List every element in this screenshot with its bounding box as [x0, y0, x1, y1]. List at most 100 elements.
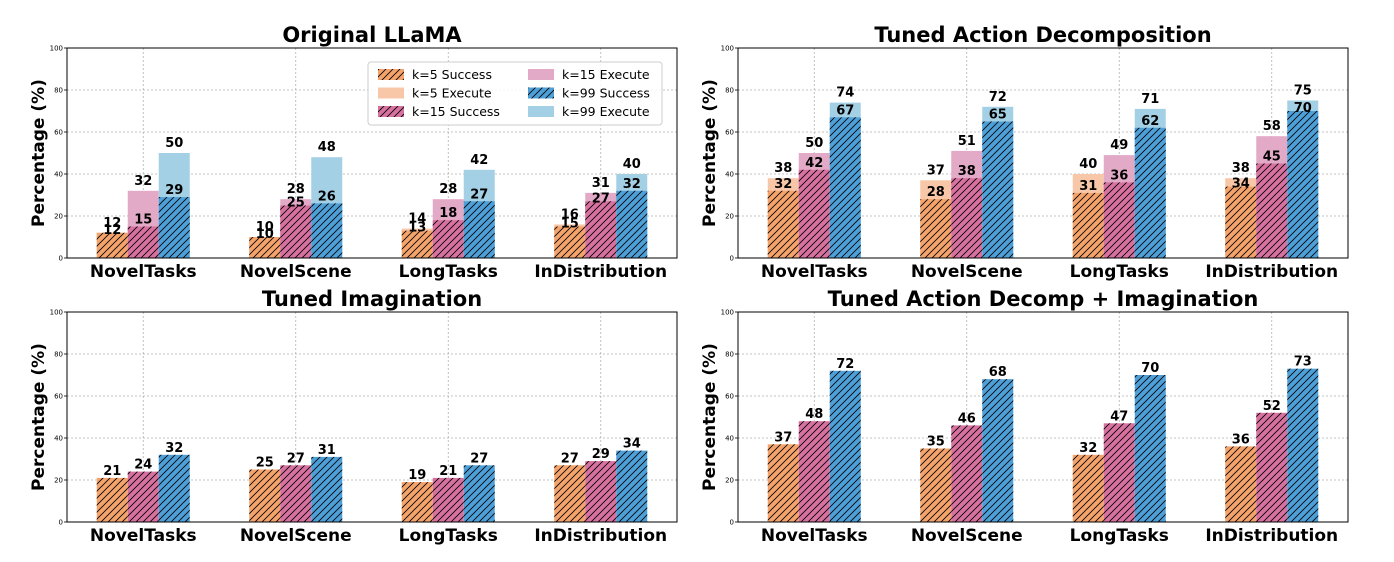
- x-tick-label: NovelTasks: [90, 262, 197, 282]
- x-tick-label: InDistribution: [534, 526, 667, 546]
- data-label-success: 73: [1294, 355, 1312, 370]
- plot-frame: [66, 47, 678, 259]
- data-label-success: 72: [836, 357, 854, 372]
- bar-k=5-success-hatch: [767, 190, 799, 258]
- data-label-success: 68: [989, 365, 1007, 380]
- data-label-execute: 74: [836, 86, 854, 101]
- y-axis-label: Percentage (%): [29, 79, 49, 227]
- bar-k=99-success-hatch: [982, 379, 1014, 522]
- x-tick-label: NovelTasks: [761, 262, 868, 282]
- bar-k=5-success-hatch: [920, 199, 952, 258]
- y-tick-label: 60: [54, 393, 63, 401]
- data-label-success: 67: [836, 103, 854, 118]
- bar-k=15-success-hatch: [1256, 163, 1288, 258]
- data-label-success: 45: [1263, 150, 1281, 165]
- chart-title: Tuned Action Decomp + Imagination: [828, 287, 1259, 311]
- bar-k=5-success-hatch: [920, 448, 952, 522]
- data-label-execute: 32: [134, 174, 152, 189]
- bar-k=5-success-hatch: [401, 482, 433, 522]
- y-tick-label: 100: [50, 45, 63, 53]
- plot-frame: [737, 311, 1349, 523]
- data-label-success: 31: [318, 443, 336, 458]
- bar-k=99-success-hatch: [829, 370, 861, 522]
- data-label-success: 32: [165, 441, 183, 456]
- y-tick-label: 100: [721, 45, 734, 53]
- chart-title: Original LLaMA: [282, 23, 462, 47]
- bar-k=15-success-hatch: [951, 425, 983, 522]
- bar-k=15-success-hatch: [280, 465, 312, 522]
- y-tick-label: 100: [50, 309, 63, 317]
- bar-k=5-success-hatch: [96, 232, 128, 258]
- data-label-success: 70: [1141, 361, 1159, 376]
- data-label-execute: 12: [103, 216, 121, 231]
- bar-k=99-success-hatch: [1287, 111, 1319, 258]
- bar-k=5-success-hatch: [1225, 186, 1257, 258]
- data-label-success: 18: [439, 206, 457, 221]
- x-tick-label: LongTasks: [399, 526, 498, 546]
- legend-swatch-hatch: [378, 106, 404, 117]
- x-tick-label: NovelScene: [240, 262, 352, 282]
- legend-entry-label: k=99 Execute: [562, 104, 650, 119]
- y-axis-label: Percentage (%): [700, 79, 720, 227]
- data-label-execute: 42: [470, 153, 488, 168]
- y-tick-label: 0: [59, 255, 63, 263]
- data-label-execute: 14: [408, 212, 426, 227]
- data-label-execute: 28: [439, 182, 457, 197]
- plot-frame: [737, 47, 1349, 259]
- y-tick-label: 80: [54, 351, 63, 359]
- data-label-success: 15: [134, 213, 152, 228]
- legend-swatch: [528, 106, 554, 117]
- data-label-success: 15: [561, 217, 579, 232]
- y-tick-label: 0: [59, 519, 63, 527]
- legend-swatch-hatch: [378, 69, 404, 80]
- data-label-execute: 71: [1141, 92, 1159, 107]
- data-label-success: 70: [1294, 101, 1312, 116]
- y-tick-label: 40: [725, 171, 734, 179]
- y-tick-label: 40: [725, 435, 734, 443]
- data-label-execute: 10: [256, 220, 274, 235]
- data-label-success: 29: [592, 447, 610, 462]
- bar-k=15-success-hatch: [1103, 423, 1135, 522]
- chart-panel-3: 21 25 19 27 24 27 21 29 32 31 27 34 0 20 40 60 80 100 Nove…: [29, 287, 678, 546]
- bar-k=5-success-hatch: [1072, 192, 1104, 258]
- y-tick-label: 60: [725, 393, 734, 401]
- bar-k=5-success-hatch: [1225, 446, 1257, 522]
- x-tick-label: NovelTasks: [761, 526, 868, 546]
- y-tick-label: 80: [725, 351, 734, 359]
- x-tick-label: LongTasks: [399, 262, 498, 282]
- bar-k=5-success-hatch: [401, 230, 433, 258]
- y-tick-label: 20: [725, 213, 734, 221]
- bar-k=15-success-hatch: [127, 226, 159, 258]
- data-label-success: 32: [1079, 441, 1097, 456]
- data-label-success: 46: [958, 411, 976, 426]
- legend: k=5 Success k=5 Execute k=15 Success k=15 E…: [367, 61, 663, 126]
- bar-k=99-success-hatch: [616, 450, 648, 522]
- data-label-success: 21: [103, 464, 121, 479]
- x-tick-label: NovelScene: [240, 526, 352, 546]
- bar-k=5-success-hatch: [1072, 454, 1104, 522]
- data-label-success: 47: [1110, 409, 1128, 424]
- legend-swatch: [528, 69, 554, 80]
- bar-k=15-success-hatch: [585, 461, 617, 522]
- legend-entry-label: k=15 Success: [412, 104, 500, 119]
- data-label-success: 36: [1232, 432, 1250, 447]
- chart-title: Tuned Action Decomposition: [874, 23, 1211, 47]
- bar-k=5-success-hatch: [554, 465, 586, 522]
- data-label-success: 32: [774, 177, 792, 192]
- data-label-execute: 16: [561, 207, 579, 222]
- x-tick-label: InDistribution: [534, 262, 667, 282]
- data-label-execute: 28: [287, 182, 305, 197]
- bar-k=99-success-hatch: [311, 203, 343, 258]
- bar-k=99-success-hatch: [982, 121, 1014, 258]
- legend-entry-label: k=99 Success: [562, 86, 650, 101]
- bar-k=99-success-hatch: [463, 465, 495, 522]
- y-tick-label: 80: [725, 87, 734, 95]
- legend-entry-label: k=15 Execute: [562, 67, 650, 82]
- bar-k=15-success-hatch: [127, 471, 159, 522]
- data-label-success: 34: [623, 437, 641, 452]
- data-label-execute: 75: [1294, 84, 1312, 99]
- y-tick-label: 20: [725, 477, 734, 485]
